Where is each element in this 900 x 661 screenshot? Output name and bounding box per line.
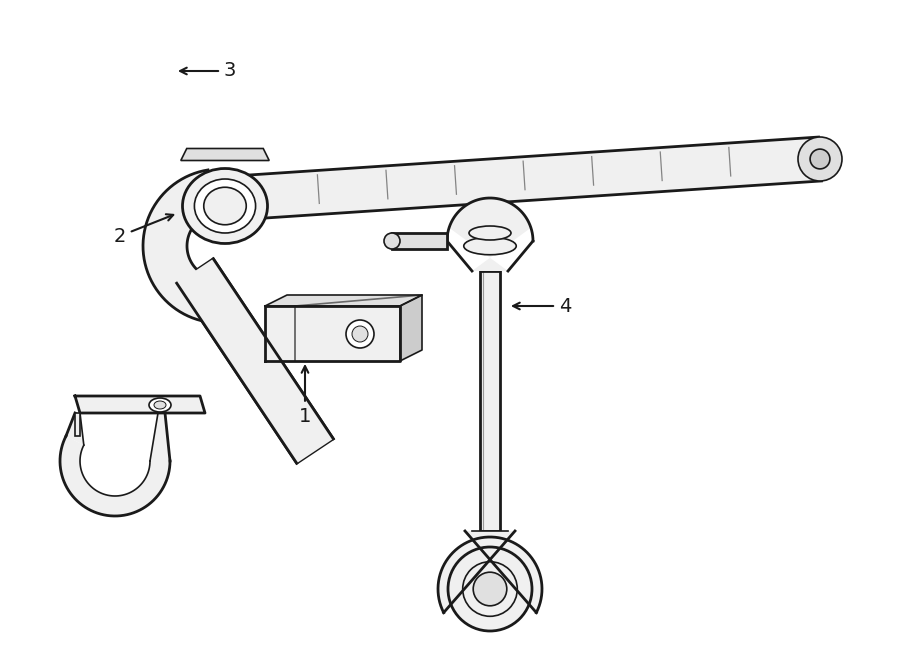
Polygon shape [60,436,170,516]
Ellipse shape [183,169,267,243]
Ellipse shape [194,179,256,233]
Circle shape [448,547,532,631]
Circle shape [352,326,368,342]
Polygon shape [392,233,447,249]
Polygon shape [449,198,531,271]
Polygon shape [472,531,508,584]
Polygon shape [438,531,542,613]
Polygon shape [75,396,205,413]
Ellipse shape [154,401,166,409]
Polygon shape [66,413,84,445]
Text: 3: 3 [180,61,236,81]
Text: 4: 4 [513,297,572,315]
Ellipse shape [149,398,171,412]
Circle shape [384,233,400,249]
Polygon shape [176,259,333,463]
Text: 1: 1 [299,366,311,426]
Polygon shape [480,271,500,531]
Polygon shape [150,413,170,461]
Ellipse shape [469,226,511,240]
Polygon shape [265,295,422,306]
Polygon shape [143,170,220,323]
Polygon shape [265,306,400,361]
Circle shape [798,137,842,181]
Polygon shape [176,259,333,463]
Ellipse shape [203,187,247,225]
Circle shape [473,572,507,605]
Polygon shape [75,413,80,436]
Text: 2: 2 [113,214,174,245]
Ellipse shape [464,237,517,254]
Circle shape [346,320,374,348]
Circle shape [810,149,830,169]
Polygon shape [400,295,422,361]
Polygon shape [219,137,822,221]
Polygon shape [181,149,269,161]
